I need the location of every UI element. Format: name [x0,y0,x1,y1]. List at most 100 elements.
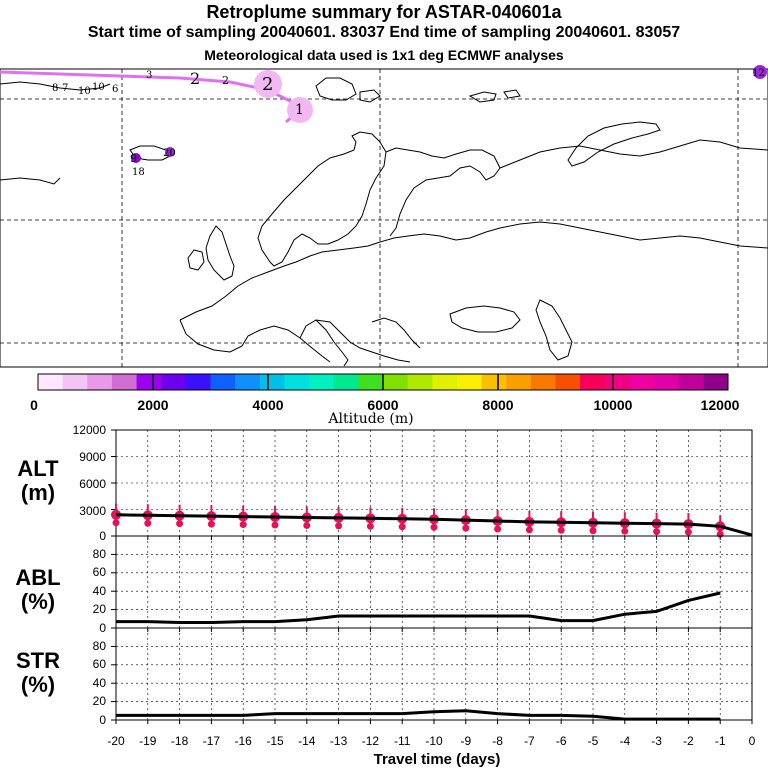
colorbar-swatch [506,374,532,390]
plume-cluster-marker [131,153,141,163]
colorbar-swatch [38,374,64,390]
xaxis-tick: -5 [588,734,599,748]
alt-data-point-low [271,521,279,529]
xaxis-tick: -1 [715,734,726,748]
alt-data-point-low [366,522,374,530]
abl-ytick: 60 [93,565,107,579]
alt-data-point-low [589,527,597,535]
plume-bubble-day2 [254,70,282,98]
alt-data-point-low [398,523,406,531]
xaxis-tick: -11 [394,734,411,748]
abl-yaxis-ticks: 80 60 40 20 0 [93,547,107,635]
alt-ytick: 9000 [79,450,106,464]
plume-label: 12 [752,68,765,79]
abl-series-line [116,591,721,624]
xaxis-tick: 0 [749,734,756,748]
colorbar-title: Altitude (m) [327,411,413,427]
plume-day-labels: 1 2 2 2 3 8 7 10 6 9 18 10 20 12 [52,68,765,178]
alt-data-point-low [430,523,438,531]
colorbar-swatch [604,374,630,390]
str-yaxis-ticks: 80 60 40 20 0 [93,639,107,727]
str-panel-label: STR [16,648,60,673]
alt-data-point-low [653,528,661,536]
alt-data-point-low [684,528,692,536]
plume-label: 2 [222,74,229,87]
alt-data-point-low [335,522,343,530]
timeseries-panels [111,429,753,724]
alt-data-point-low [494,525,502,533]
xaxis-tick: -9 [460,734,471,748]
colorbar-swatch [580,374,606,390]
alt-panel-unit: (m) [21,480,55,505]
alt-data-point-low [303,521,311,529]
colorbar-swatch [383,374,409,390]
colorbar-tick: 12000 [701,397,740,413]
plume-label: 10 [92,82,105,93]
xaxis-tick: -16 [235,734,253,748]
colorbar-tick: 8000 [482,397,513,413]
colorbar-swatch [136,374,162,390]
plume-cluster-marker [165,147,175,157]
xaxis-tick: -12 [362,734,380,748]
chart-title: Retroplume summary for ASTAR-040601a [206,2,562,22]
abl-panel [111,535,753,632]
xaxis-tick: -8 [492,734,503,748]
colorbar-swatch [185,374,211,390]
colorbar-swatch [111,374,138,390]
map-panel: 1 2 2 2 3 8 7 10 6 9 18 10 20 12 [0,65,768,368]
colorbar-swatch [629,374,655,390]
colorbar-swatch [161,374,187,390]
xaxis-tick: -4 [619,734,630,748]
plume-label: 2 [262,74,273,95]
alt-yaxis-ticks: 12000 9000 6000 3000 0 [73,423,107,543]
xaxis-tick: -15 [266,734,284,748]
alt-data-point-low [525,526,533,534]
xaxis-tick-labels: -20 -19 -18 -17 -16 -15 -14 -13 -12 -11 -10 -9 -8 -7-… [107,734,755,748]
map-frame [0,68,768,368]
alt-panel-label: ALT [17,456,59,481]
plume-label: 6 [112,84,118,95]
alt-data-point-low [462,524,470,532]
alt-series-line [115,513,753,537]
alt-data-point-low [176,520,184,528]
colorbar-swatch [481,374,507,390]
colorbar-swatch [407,374,433,390]
meteorological-data-line: Meteorological data used is 1x1 deg ECMW… [204,47,564,63]
xaxis-tick: -2 [683,734,694,748]
colorbar-tick: 2000 [137,397,168,413]
xaxis-tick: -18 [171,734,189,748]
colorbar-swatch [284,374,310,390]
map-coastlines [0,77,768,367]
str-ytick: 20 [93,694,107,708]
str-panel-unit: (%) [21,672,55,697]
panel-labels: ALT (m) ABL (%) STR (%) [15,456,60,697]
alt-data-point-low [239,521,247,529]
xaxis-tick: -14 [298,734,316,748]
colorbar-swatch [654,374,680,390]
str-ytick: 0 [99,713,106,727]
abl-panel-unit: (%) [21,589,55,614]
xaxis-tick: -20 [107,734,125,748]
colorbar-swatch [210,374,236,390]
plume-label: 7 [62,83,68,94]
colorbar-swatch [309,374,335,390]
xaxis-tick: -10 [425,734,443,748]
alt-ytick: 12000 [73,423,107,437]
xaxis-tick: -19 [139,734,157,748]
xaxis-tick: -13 [330,734,348,748]
colorbar-swatch [87,374,113,390]
abl-ytick: 0 [99,621,106,635]
colorbar-swatch [678,374,704,390]
str-ytick: 40 [93,676,107,690]
alt-panel [111,429,753,540]
xaxis-tick: -7 [524,734,535,748]
plume-label: 9 [130,152,137,165]
colorbar-tick: 4000 [252,397,283,413]
xaxis-label: Travel time (days) [374,751,501,768]
colorbar-swatch [703,374,729,390]
alt-data-point-low [112,519,120,527]
plume-label: 3 [146,70,152,81]
alt-ytick: 0 [99,529,106,543]
alt-data-point-low [557,526,565,534]
